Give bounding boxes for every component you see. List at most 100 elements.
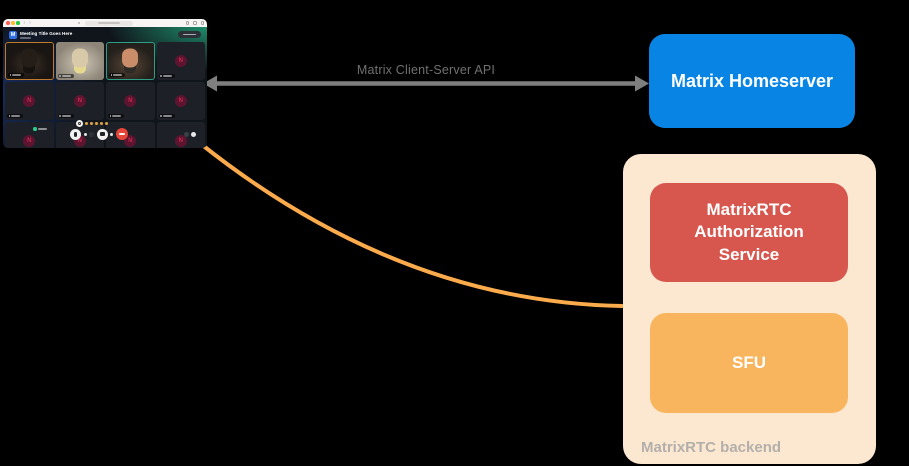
reaction-dot-icon[interactable] [100,122,103,125]
participant-count-placeholder [20,36,31,39]
mic-icon [160,74,162,77]
participant-tile[interactable]: N [156,82,205,120]
reaction-dot-icon[interactable] [90,122,93,125]
avatar: N [174,55,187,67]
avatar: N [124,95,137,107]
name-text-placeholder [61,75,71,77]
mic-icon [59,74,61,77]
avatar: N [124,135,137,147]
zoom-window-icon[interactable] [16,21,20,25]
meeting-title: Meeting Title Goes Here [20,30,73,36]
invite-button[interactable] [178,31,201,38]
name-label [109,72,125,77]
participant-video [122,48,139,68]
client-backend-curve [199,142,624,308]
hangup-button[interactable] [115,128,128,140]
mic-icon [74,131,77,137]
matrixrtc-authorization-service-label: MatrixRTC Authorization Service [694,200,804,264]
participant-tile[interactable]: N [55,82,104,120]
participant-tile[interactable]: N [5,122,54,148]
call-app: M Meeting Title Goes Here [3,27,207,148]
mic-icon [109,114,112,117]
extensions-icon[interactable] [77,21,81,25]
reaction-dot-icon[interactable] [85,122,88,125]
screenshare-button[interactable] [89,131,94,137]
reaction-picker-button[interactable] [76,120,83,127]
video-tile[interactable] [5,42,54,80]
matrix-homeserver-label: Matrix Homeserver [670,70,834,91]
reaction-dot-icon[interactable] [95,122,98,125]
name-text-placeholder [162,115,172,117]
new-tab-icon[interactable] [193,21,197,25]
back-icon[interactable]: ‹ [23,19,26,26]
forward-icon[interactable]: › [29,19,31,26]
invite-button-label-placeholder [183,33,196,36]
mic-icon [160,114,162,117]
name-label [8,72,24,77]
name-label [57,73,74,78]
minimize-window-icon[interactable] [11,21,15,25]
call-client-window: ‹ › M Meeting Title Goes Here [3,19,207,148]
matrixrtc-backend-label: MatrixRTC backend [641,439,782,456]
name-label [158,73,175,78]
avatar: N [174,95,187,107]
call-header: M Meeting Title Goes Here [3,27,207,42]
name-text-placeholder [11,115,21,117]
participant-tile[interactable]: N [156,42,205,80]
mic-options-icon[interactable] [83,132,87,136]
tabs-overview-icon[interactable] [200,21,204,25]
mic-icon [110,73,113,76]
name-text-placeholder [113,74,123,76]
name-text-placeholder [38,128,47,130]
smiley-icon [78,122,81,125]
reaction-dot-icon[interactable] [105,122,108,125]
mic-icon [59,114,61,117]
room-avatar: M [9,30,17,39]
name-label [7,113,23,118]
call-controls [70,128,128,140]
avatar: N [174,135,187,147]
video-tile[interactable] [106,42,155,80]
video-grid: N N N [3,42,207,148]
sfu-box: SFU [650,313,848,413]
client-server-api-label: Matrix Client-Server API [356,63,496,77]
layout-icon[interactable] [183,132,189,137]
close-window-icon[interactable] [6,21,10,25]
traffic-lights [6,21,20,25]
participant-tile[interactable]: N [156,122,205,148]
matrix-homeserver-box: Matrix Homeserver [649,34,855,128]
reactions-bar [76,120,108,127]
camera-options-icon[interactable] [110,132,113,136]
name-text-placeholder [12,74,22,76]
hangup-icon [118,133,125,135]
arrowhead-right-icon [635,75,649,92]
participant-tile[interactable]: N [106,82,155,120]
name-label [158,113,175,118]
mic-button[interactable] [70,128,81,140]
name-text-placeholder [112,115,122,117]
sfu-label: SFU [732,353,766,372]
presence-indicator [33,127,47,131]
matrixrtc-backend-container: MatrixRTC Authorization Service SFU Matr… [623,154,876,464]
participant-tile[interactable]: N [106,122,155,148]
more-options-icon[interactable] [190,132,196,137]
tile-actions [183,132,196,137]
mic-icon [8,114,11,117]
avatar: N [23,135,36,147]
browser-chrome: ‹ › [3,19,207,27]
video-tile[interactable] [55,42,104,80]
camera-icon [99,132,105,136]
name-label [108,113,124,118]
title-column: Meeting Title Goes Here [20,31,72,39]
online-dot-icon [33,127,37,131]
share-icon[interactable] [185,21,189,25]
name-text-placeholder [162,75,172,77]
name-label [57,113,74,118]
camera-button[interactable] [96,128,108,140]
avatar: N [23,95,36,107]
mic-icon [9,73,12,76]
participant-tile[interactable]: N [5,82,54,120]
participant-video [71,48,88,68]
matrixrtc-authorization-service-box: MatrixRTC Authorization Service [650,183,848,282]
address-bar[interactable] [85,20,134,26]
